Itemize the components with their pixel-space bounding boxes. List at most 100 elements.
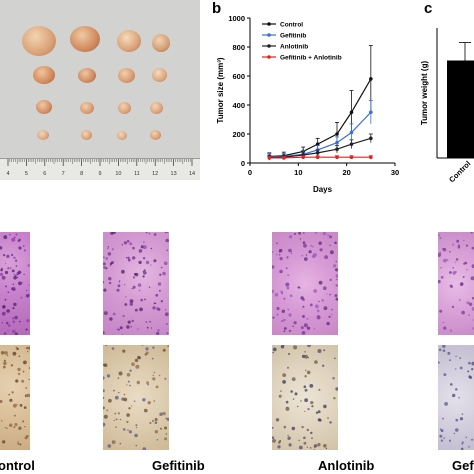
nucleus (280, 290, 284, 294)
data-point (349, 155, 354, 159)
bar (447, 60, 474, 158)
tissue-texture (103, 232, 169, 335)
nucleus (449, 329, 452, 332)
nucleus (309, 447, 312, 449)
nucleus (103, 376, 105, 380)
nucleus (103, 414, 108, 419)
nucleus (152, 346, 155, 349)
nucleus (471, 296, 474, 300)
nucleus (287, 274, 290, 277)
nucleus (4, 298, 7, 301)
ruler-number: 6 (43, 171, 46, 177)
tumor (117, 131, 127, 140)
nucleus (288, 313, 292, 317)
nucleus (132, 276, 136, 279)
nucleus (335, 268, 338, 272)
nucleus (111, 248, 114, 251)
nucleus (113, 419, 116, 422)
nucleus (280, 390, 282, 392)
nucleus (459, 417, 464, 421)
nucleus (117, 284, 121, 288)
nucleus (280, 319, 284, 323)
nucleus (112, 312, 116, 316)
nucleus (14, 332, 18, 335)
nucleus (162, 348, 166, 352)
nucleus (103, 363, 106, 367)
nucleus (4, 351, 8, 355)
nucleus (16, 403, 18, 406)
nucleus (160, 300, 163, 303)
nucleus (23, 273, 25, 276)
data-point (369, 155, 373, 159)
tumor (118, 102, 131, 114)
nucleus (280, 345, 285, 349)
nucleus (293, 321, 297, 325)
nucleus (150, 264, 152, 266)
nucleus (461, 413, 464, 415)
nucleus (123, 393, 126, 396)
nucleus (13, 414, 16, 417)
ihc-image-gef-anlotinib (438, 345, 474, 450)
nucleus (155, 293, 159, 297)
nucleus (334, 294, 338, 297)
nucleus (468, 314, 470, 316)
nucleus (5, 321, 9, 325)
nucleus (288, 352, 291, 356)
nucleus (126, 384, 128, 386)
nucleus (3, 365, 6, 369)
x-tick-label: 10 (294, 168, 302, 177)
nucleus (304, 398, 308, 403)
tissue-texture (0, 346, 30, 446)
data-point (315, 151, 320, 155)
legend-marker (267, 44, 271, 48)
category-label: Control (447, 159, 472, 184)
nucleus (127, 320, 131, 324)
nucleus (278, 441, 281, 444)
data-point (315, 142, 320, 146)
nucleus (274, 293, 279, 297)
nucleus (131, 288, 133, 290)
nucleus (152, 374, 154, 376)
he-image-gef-anlotinib (438, 232, 474, 335)
nucleus (132, 256, 136, 260)
nucleus (306, 326, 311, 330)
x-tick-label: 0 (248, 168, 252, 177)
nucleus (294, 392, 298, 396)
nucleus (106, 374, 111, 378)
x-tick-label: 20 (342, 168, 350, 177)
nucleus (147, 401, 151, 405)
nucleus (276, 313, 279, 316)
ihc-image-gefitinib (103, 345, 169, 450)
nucleus (329, 235, 332, 239)
nucleus (7, 329, 9, 332)
nucleus (14, 315, 18, 320)
nucleus (166, 249, 169, 252)
nucleus (167, 345, 169, 347)
nucleus (142, 257, 146, 260)
nucleus (304, 354, 308, 359)
data-point (282, 156, 286, 160)
nucleus (105, 345, 108, 347)
nucleus (106, 409, 109, 412)
nucleus (109, 317, 113, 321)
nucleus (324, 255, 328, 259)
nucleus (150, 327, 152, 329)
nucleus (278, 253, 281, 256)
nucleus (119, 442, 122, 445)
nucleus (163, 261, 168, 266)
nucleus (311, 405, 314, 408)
nucleus (317, 349, 322, 353)
nucleus (335, 284, 338, 287)
nucleus (304, 410, 306, 413)
nucleus (114, 395, 119, 400)
y-tick-label: 0 (241, 159, 245, 168)
nucleus (451, 305, 455, 309)
nucleus (0, 246, 3, 250)
nucleus (302, 305, 305, 308)
ruler-number: 12 (152, 171, 158, 177)
nucleus (471, 368, 474, 371)
nucleus (166, 323, 168, 325)
nucleus (285, 282, 290, 287)
nucleus (292, 325, 294, 328)
nucleus (299, 238, 302, 240)
